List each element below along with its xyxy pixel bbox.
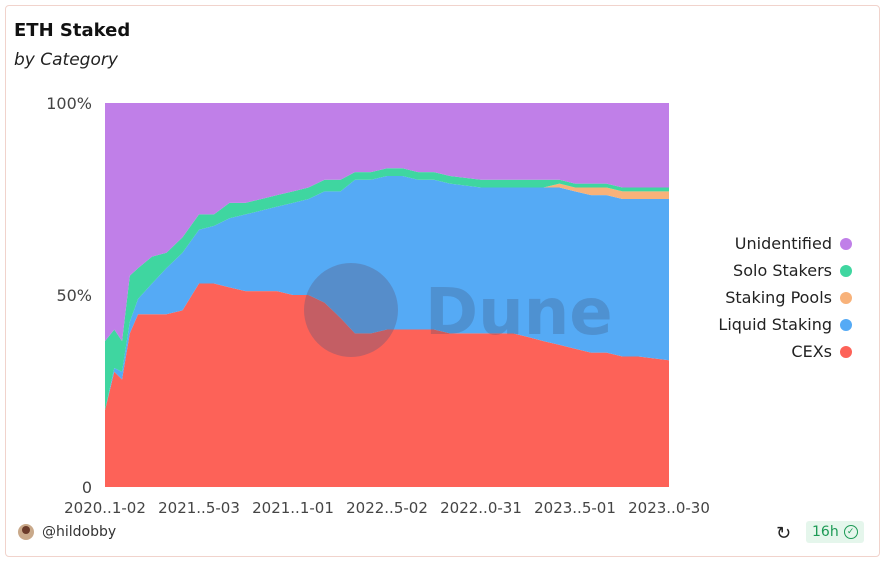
legend: Unidentified Solo Stakers Staking Pools Liq…	[718, 230, 852, 365]
x-tick-label: 2023..0-30	[628, 499, 710, 517]
legend-dot-icon	[840, 345, 852, 358]
freshness-text: 16h	[812, 524, 839, 540]
freshness-badge: 16h ✓	[806, 521, 864, 543]
legend-dot-icon	[840, 237, 852, 250]
legend-dot-icon	[840, 291, 852, 304]
author-name: @hildobby	[42, 524, 117, 540]
legend-dot-icon	[840, 264, 852, 277]
legend-label: Staking Pools	[725, 288, 832, 307]
legend-item-pools[interactable]: Staking Pools	[718, 284, 852, 311]
legend-label: CEXs	[791, 342, 832, 361]
check-icon: ✓	[843, 525, 858, 539]
chart-subtitle: by Category	[14, 50, 118, 70]
x-axis: 2020..1-02 2021..5-03 2021..1-01 2022..5-02…	[64, 499, 710, 517]
legend-label: Unidentified	[734, 234, 832, 253]
area-liquid[interactable]	[105, 175, 669, 411]
x-tick-label: 2022..0-31	[440, 499, 522, 517]
chart-areas	[105, 103, 669, 487]
chart-title: ETH Staked	[14, 20, 131, 41]
legend-label: Solo Stakers	[733, 261, 832, 280]
y-tick-label: 50%	[56, 286, 92, 305]
legend-label: Liquid Staking	[718, 315, 832, 334]
refresh-icon[interactable]: ↻	[776, 523, 792, 544]
legend-item-cex[interactable]: CEXs	[718, 338, 852, 365]
x-tick-label: 2022..5-02	[346, 499, 428, 517]
legend-item-solo[interactable]: Solo Stakers	[718, 257, 852, 284]
legend-item-liquid[interactable]: Liquid Staking	[718, 311, 852, 338]
x-tick-label: 2021..1-01	[252, 499, 334, 517]
author[interactable]: @hildobby	[18, 524, 116, 540]
watermark-logo-icon	[304, 263, 398, 357]
legend-dot-icon	[840, 318, 852, 331]
x-tick-label: 2020..1-02	[64, 499, 146, 517]
dune-watermark: Dune	[304, 263, 613, 357]
legend-item-unidentified[interactable]: Unidentified	[718, 230, 852, 257]
x-tick-label: 2021..5-03	[158, 499, 240, 517]
y-tick-label: 100%	[46, 94, 92, 113]
avatar	[18, 524, 34, 540]
y-tick-label: 0	[82, 478, 92, 497]
area-unidentified[interactable]	[105, 103, 669, 342]
area-cex[interactable]	[105, 283, 669, 487]
y-axis: 0 50% 100%	[46, 94, 92, 497]
x-tick-label: 2023..5-01	[534, 499, 616, 517]
watermark-text: Dune	[425, 276, 613, 350]
